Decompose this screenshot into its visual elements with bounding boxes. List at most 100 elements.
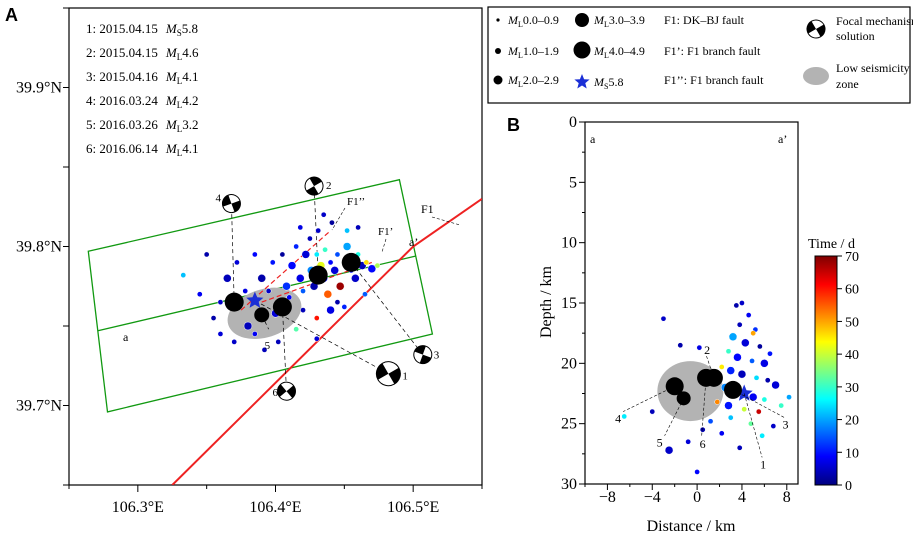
epicenter bbox=[323, 289, 333, 299]
epicenter bbox=[196, 291, 203, 298]
hypocenter bbox=[718, 430, 725, 437]
hypocenter bbox=[755, 408, 762, 415]
fault-f1-double-prime-leader bbox=[331, 207, 346, 231]
epicenter bbox=[341, 304, 348, 310]
epicenter bbox=[320, 211, 327, 218]
epicenter bbox=[242, 288, 249, 294]
colorbar-tick-label: 40 bbox=[845, 348, 859, 363]
depth-mainshock-star-icon bbox=[735, 384, 753, 401]
hypocenter bbox=[741, 406, 748, 413]
depth-event-leader bbox=[664, 398, 684, 436]
focal-mechanism-beachball bbox=[375, 361, 401, 387]
focal-mechanism-beachball bbox=[304, 176, 324, 196]
hypocenter bbox=[725, 348, 732, 355]
y-tick-label: 39.8°N bbox=[16, 239, 62, 256]
epicenter bbox=[180, 272, 187, 278]
x-tick-label: 8 bbox=[783, 489, 791, 506]
hypocenter bbox=[727, 414, 734, 421]
colorbar-ticks: 0 10 20 30 40 50 60 70 bbox=[837, 250, 859, 494]
epicenter bbox=[287, 261, 297, 270]
main-event-marker bbox=[224, 292, 244, 312]
focal-mechanism-beachball bbox=[413, 345, 433, 365]
mechanism-number: 2 bbox=[326, 180, 332, 192]
fault-f1-prime-leader bbox=[381, 238, 387, 253]
event-list-item: 2: 2015.04.15 ML4.6 bbox=[86, 45, 199, 62]
panel-a-ticks bbox=[63, 7, 483, 492]
panel-b-y-axis-label: Depth / km bbox=[538, 265, 555, 338]
hypocenter bbox=[737, 369, 747, 379]
epicenter bbox=[313, 315, 320, 321]
hypocenter bbox=[736, 444, 743, 451]
hypocenter bbox=[748, 420, 754, 427]
colorbar-tick-label: 50 bbox=[845, 315, 859, 330]
hypocenter bbox=[750, 330, 757, 337]
epicenter bbox=[342, 242, 352, 251]
main-events bbox=[224, 252, 361, 323]
hypocenter bbox=[760, 359, 769, 368]
hypocenter bbox=[764, 377, 771, 384]
hypocenter bbox=[736, 321, 743, 328]
epicenter bbox=[231, 339, 238, 345]
legend: ML0.0–0.9 ML1.0–1.9 ML2.0–2.9 ML3.0–3.9 … bbox=[487, 6, 913, 104]
fault-label-f1-double-prime: F1’’ bbox=[347, 196, 365, 208]
depth-profile-start-label: a bbox=[590, 132, 596, 146]
legend-fault-f1-double-prime: F1’’: F1 branch fault bbox=[664, 73, 764, 87]
hypocenter bbox=[694, 469, 700, 475]
hypocenter bbox=[660, 315, 667, 322]
legend-mag-marker bbox=[495, 48, 501, 54]
hypocenter bbox=[677, 342, 684, 349]
y-tick-label: 15 bbox=[561, 295, 577, 312]
hypocenter bbox=[739, 300, 745, 306]
fault-label-f1: F1 bbox=[421, 202, 434, 216]
colorbar-tick-label: 70 bbox=[845, 250, 859, 265]
hypocenter bbox=[649, 408, 656, 415]
depth-event-leader bbox=[622, 385, 675, 412]
epicenter bbox=[257, 274, 266, 283]
main-event-marker bbox=[254, 307, 270, 323]
legend-focal-text-1: Focal mechanism bbox=[836, 14, 913, 28]
legend-focal-mechanism-icon bbox=[806, 19, 826, 39]
y-tick-label: 0 bbox=[569, 114, 577, 131]
panel-a-axes: 106.3°E 106.4°E 106.5°E39.7°N39.8°N39.9°N … bbox=[16, 7, 483, 516]
panel-b-letter: B bbox=[507, 115, 520, 135]
hypocenter bbox=[771, 380, 780, 390]
hypocenter bbox=[664, 445, 674, 455]
focal-mechanism-leader-lines bbox=[231, 186, 424, 392]
legend-mag-class: MS5.8 bbox=[593, 75, 623, 91]
hypocenter bbox=[724, 401, 733, 410]
epicenter bbox=[363, 259, 370, 266]
y-tick-label: 39.9°N bbox=[16, 80, 62, 97]
epicenter bbox=[330, 266, 339, 275]
epicenter bbox=[265, 288, 272, 294]
hypocenter bbox=[770, 423, 777, 429]
depth-event-numbers: 1 2 3 4 5 6 bbox=[615, 343, 788, 472]
epicenter bbox=[210, 315, 217, 321]
hypocenter bbox=[748, 392, 758, 402]
hypocenter bbox=[741, 338, 750, 348]
epicenter bbox=[300, 288, 306, 294]
epicenter bbox=[223, 274, 232, 283]
depth-event-leader bbox=[743, 393, 763, 458]
mechanism-number: 5 bbox=[265, 340, 271, 352]
hypocenter bbox=[749, 358, 755, 364]
legend-mag-class: ML1.0–1.9 bbox=[507, 44, 559, 60]
hypocenters bbox=[621, 300, 792, 475]
event-list-item: 1: 2015.04.15 MS5.8 bbox=[86, 21, 198, 38]
x-tick-label: 106.3°E bbox=[112, 499, 164, 516]
mechanism-number: 3 bbox=[434, 350, 440, 362]
hypocenter bbox=[728, 332, 738, 342]
depth-event-number: 1 bbox=[760, 457, 766, 471]
depth-event-leader bbox=[705, 354, 715, 378]
panel-b-ticks bbox=[579, 121, 788, 490]
hypocenter bbox=[786, 394, 792, 400]
focal-mechanism-numbers: 1 2 3 4 5 6 bbox=[215, 180, 439, 399]
hypocenter bbox=[621, 413, 628, 420]
mechanism-leader bbox=[254, 300, 389, 375]
epicenter bbox=[327, 259, 334, 266]
epicenter bbox=[269, 259, 276, 266]
hypocenter bbox=[733, 302, 740, 309]
mechanism-leader bbox=[350, 262, 424, 355]
focal-mechanisms bbox=[221, 176, 433, 401]
y-tick-label: 5 bbox=[569, 174, 577, 191]
